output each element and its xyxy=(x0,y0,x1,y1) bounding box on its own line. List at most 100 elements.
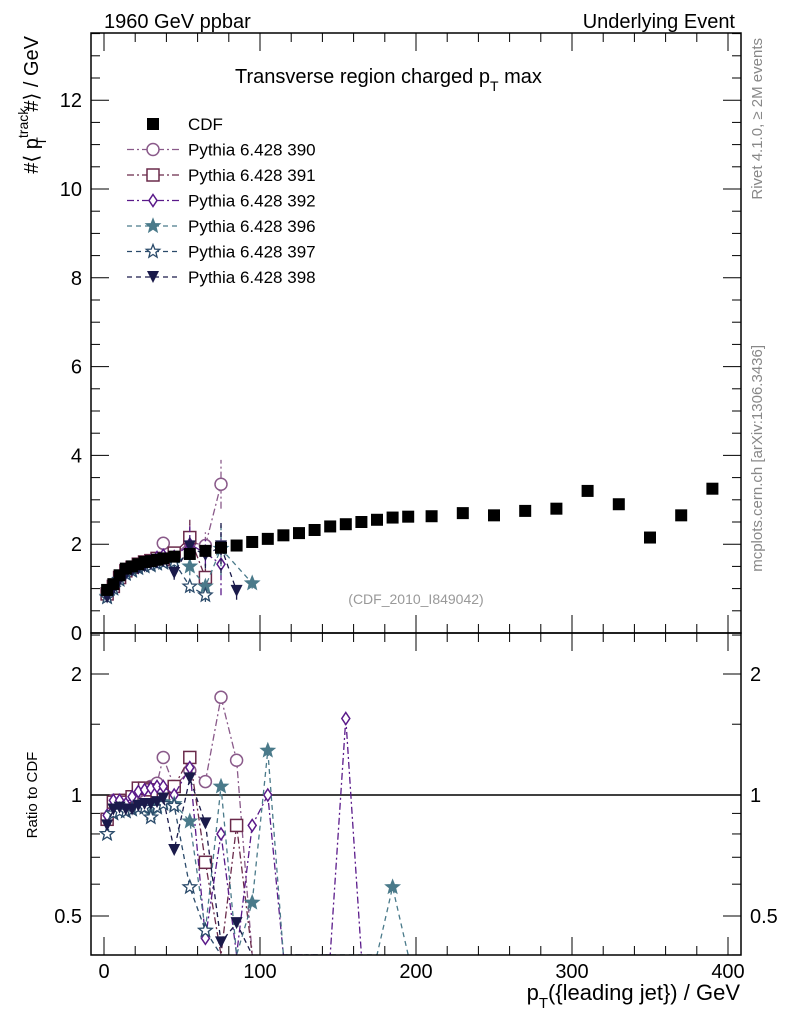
mcplots-label: mcplots.cern.ch [arXiv:1306.3436] xyxy=(749,345,766,572)
ratio-point xyxy=(98,825,116,842)
legend: CDF Pythia 6.428 390 Pythia 6.428 391 Pythi… xyxy=(127,115,316,287)
data-point xyxy=(402,510,415,523)
data-point xyxy=(183,547,196,560)
y-tick-label: 10 xyxy=(60,179,82,201)
y-tick-label: 0 xyxy=(71,623,82,645)
y-tick-label: 2 xyxy=(71,534,82,556)
y-tick-label: 4 xyxy=(71,445,82,467)
data-point xyxy=(371,513,383,526)
ratio-point xyxy=(101,819,114,832)
ratio-point xyxy=(214,690,228,705)
header-right: Underlying Event xyxy=(583,11,736,33)
legend-item: Pythia 6.428 390 xyxy=(127,141,316,160)
chart-title: Transverse region charged pT max xyxy=(235,66,542,94)
ratio-point xyxy=(384,878,402,895)
ratio-frame xyxy=(90,632,742,956)
ratio-series-pythia-6-428-396 xyxy=(98,741,409,955)
data-point xyxy=(277,529,290,542)
ratio-point xyxy=(181,878,199,895)
legend-marker xyxy=(147,271,159,283)
ratio-series-pythia-6-428-398 xyxy=(101,772,253,955)
ratio-point xyxy=(142,808,160,825)
legend-label: Pythia 6.428 390 xyxy=(188,141,316,160)
data-point xyxy=(215,541,227,554)
legend-label: Pythia 6.428 391 xyxy=(188,166,316,185)
x-tick-label: 300 xyxy=(555,961,588,983)
data-point xyxy=(214,477,228,492)
data-point xyxy=(199,544,212,557)
data-point xyxy=(230,539,243,552)
ratio-point xyxy=(151,796,164,809)
data-point xyxy=(488,509,500,522)
legend-label: Pythia 6.428 397 xyxy=(188,243,316,262)
data-point xyxy=(612,498,625,511)
data-point xyxy=(197,586,214,603)
ratio-point xyxy=(212,777,230,794)
ratio-point xyxy=(197,921,214,938)
header-left: 1960 GeV ppbar xyxy=(104,11,251,33)
ratio-point xyxy=(262,787,273,803)
data-point xyxy=(581,484,594,497)
main-plot-marks xyxy=(98,459,719,605)
data-point xyxy=(355,516,368,528)
ratio-point xyxy=(216,826,226,842)
legend-marker xyxy=(147,118,159,130)
ratio-y-tick-label: 0.5 xyxy=(54,906,82,928)
series-cdf xyxy=(101,482,719,596)
legend-marker xyxy=(144,217,162,234)
data-point xyxy=(644,531,656,544)
ratio-point xyxy=(198,855,213,870)
legend-marker xyxy=(148,193,158,208)
x-axis-label: pT({leading jet}) / GeV xyxy=(527,980,741,1012)
ratio-point xyxy=(199,817,212,830)
legend-item: Pythia 6.428 391 xyxy=(127,166,316,185)
ratio-point xyxy=(243,893,261,910)
legend-item: CDF xyxy=(147,115,223,134)
data-point xyxy=(706,482,719,495)
ratio-y-tick-label: 2 xyxy=(750,664,761,686)
data-point xyxy=(183,540,196,553)
ratio-plot-marks xyxy=(98,690,409,955)
data-point xyxy=(230,584,243,597)
legend-marker xyxy=(144,242,162,259)
data-point xyxy=(168,550,181,563)
y-tick-label: 8 xyxy=(71,268,82,290)
legend-item: Pythia 6.428 398 xyxy=(127,268,316,287)
x-tick-label: 400 xyxy=(711,961,744,983)
legend-item: Pythia 6.428 397 xyxy=(127,243,316,262)
ratio-point xyxy=(126,803,139,816)
data-point xyxy=(261,532,274,545)
ratio-point xyxy=(152,779,162,794)
data-point xyxy=(519,504,532,517)
ratio-point xyxy=(157,792,170,805)
data-point xyxy=(324,520,337,533)
ratio-point xyxy=(198,774,213,789)
data-point xyxy=(550,502,563,515)
data-point xyxy=(456,507,469,520)
ratio-point xyxy=(247,818,258,833)
ratio-point xyxy=(340,711,351,726)
legend-item: Pythia 6.428 396 xyxy=(127,217,316,236)
ratio-y-tick-label: 1 xyxy=(750,785,761,807)
legend-label: Pythia 6.428 396 xyxy=(188,217,316,236)
data-point xyxy=(339,518,352,531)
data-point xyxy=(157,552,170,565)
rivet-label: Rivet 4.1.0, ≥ 2M events xyxy=(749,38,766,200)
ratio-y-tick-label: 0.5 xyxy=(750,906,778,928)
x-tick-label: 0 xyxy=(98,961,109,983)
data-point xyxy=(168,567,181,580)
ratio-y-tick-label: 2 xyxy=(71,664,82,686)
data-point xyxy=(243,574,261,591)
ratio-y-axis-label: Ratio to CDF xyxy=(24,752,41,839)
ratio-series-pythia-6-428-391 xyxy=(100,750,253,955)
ratio-series-pythia-6-428-390 xyxy=(100,690,253,955)
y-tick-label: 6 xyxy=(71,357,82,379)
watermark: (CDF_2010_I849042) xyxy=(348,591,483,607)
legend-label: Pythia 6.428 392 xyxy=(188,192,316,211)
legend-marker xyxy=(146,142,160,157)
ratio-point xyxy=(229,753,244,768)
x-tick-label: 200 xyxy=(399,961,432,983)
data-point xyxy=(675,509,688,522)
